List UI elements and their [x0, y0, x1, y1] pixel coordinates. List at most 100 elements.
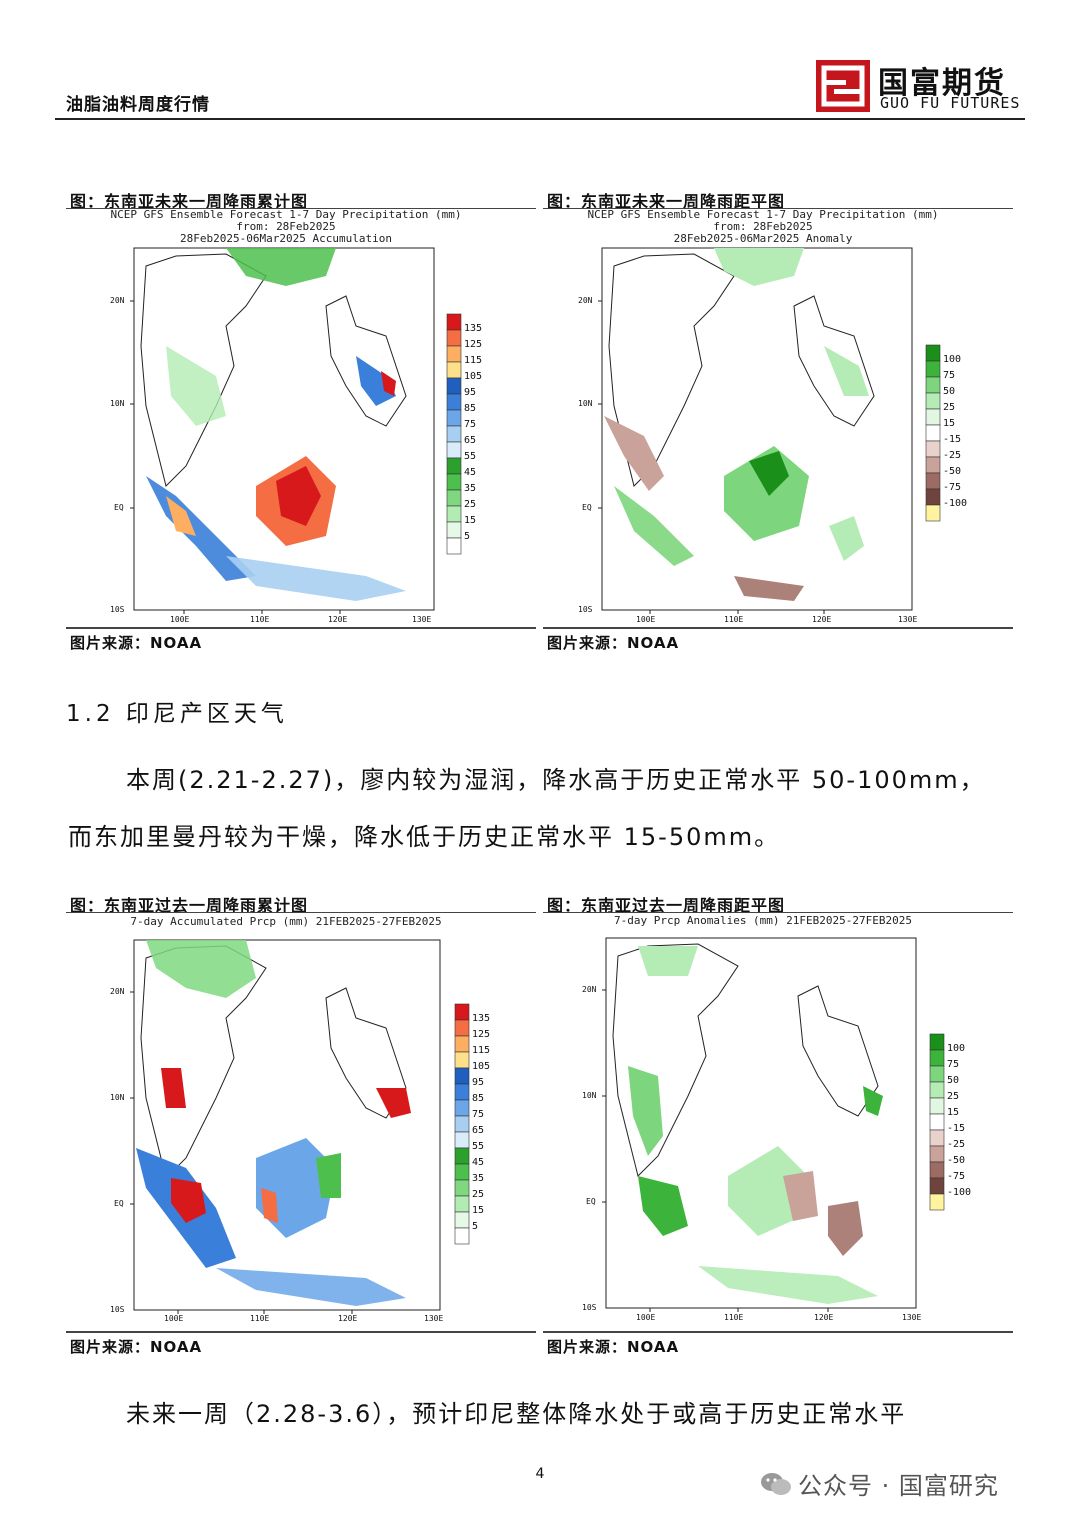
lat-label: 20N — [110, 296, 125, 305]
legend-label: -15 — [947, 1123, 966, 1134]
map-subtitle-line: 7-day Prcp Anomalies (mm) 21FEB2025-27FE… — [613, 914, 912, 927]
lat-label: EQ — [582, 503, 592, 512]
legend-swatch — [929, 1129, 945, 1147]
legend-swatch — [446, 441, 462, 459]
legend-swatch — [454, 1211, 470, 1229]
legend-label: 25 — [943, 402, 956, 413]
legend-swatch — [454, 1115, 470, 1133]
legend-swatch — [925, 376, 941, 394]
legend-label: 75 — [472, 1109, 485, 1120]
logo-chinese-name: 国富期货 — [878, 66, 1006, 101]
legend-swatches — [446, 313, 462, 555]
lon-label: 130E — [424, 1314, 444, 1323]
map-subtitle-line: 28Feb2025-06Mar2025 Anomaly — [673, 232, 853, 245]
figure-top-rule — [543, 912, 1013, 913]
legend-swatch — [929, 1081, 945, 1099]
legend-label: 125 — [472, 1029, 491, 1040]
legend-label: -25 — [947, 1139, 966, 1150]
map-subtitle-line: NCEP GFS Ensemble Forecast 1-7 Day Preci… — [587, 208, 939, 221]
legend-label: 35 — [464, 483, 477, 494]
precip-map-forecast-accum: 20N 10N EQ 10S 100E 110E 120E 130E — [106, 246, 456, 626]
legend-label: 105 — [472, 1061, 491, 1072]
legend-swatches — [925, 344, 941, 522]
lon-label: 100E — [636, 615, 656, 624]
legend-swatch — [446, 377, 462, 395]
paragraph-line: 而东加里曼丹较为干燥，降水低于历史正常水平 15-50mm。 — [68, 823, 781, 851]
legend-swatch — [454, 1035, 470, 1053]
legend-label: 50 — [943, 386, 956, 397]
wechat-icon — [760, 1471, 792, 1503]
map-subtitle-line: from: 28Feb2025 — [236, 220, 336, 233]
legend-label: 5 — [464, 531, 471, 542]
legend-swatch — [929, 1161, 945, 1179]
lon-label: 110E — [250, 615, 270, 624]
figure-source: 图片来源：NOAA — [70, 1338, 203, 1356]
legend-label: 25 — [464, 499, 477, 510]
legend-label: 85 — [464, 403, 477, 414]
legend-label: 25 — [947, 1091, 960, 1102]
legend-swatch — [446, 425, 462, 443]
legend-label: 5 — [472, 1221, 479, 1232]
legend-label: 75 — [943, 370, 956, 381]
section-heading: 1.2 印尼产区天气 — [66, 701, 288, 727]
map-subtitle-line: 7-day Accumulated Prcp (mm) 21FEB2025-27… — [130, 915, 442, 928]
legend-swatch — [929, 1097, 945, 1115]
lat-label: 10N — [110, 399, 125, 408]
legend-label: 75 — [464, 419, 477, 430]
color-legend: 100 75 50 25 15 -15 -25 -50 -75 -100 — [929, 1033, 989, 1215]
legend-swatch — [446, 521, 462, 539]
color-legend: 135 125 115 105 95 85 75 65 55 45 35 25 15 5 — [454, 1003, 514, 1249]
legend-swatch — [446, 313, 462, 331]
legend-swatch — [454, 1003, 470, 1021]
figure-top-rule — [66, 912, 536, 913]
legend-swatch — [925, 424, 941, 442]
figure-source: 图片来源：NOAA — [70, 634, 203, 652]
figure-caption: 图：东南亚未来一周降雨累计图 — [70, 192, 309, 211]
figure-caption: 图：东南亚未来一周降雨距平图 — [547, 192, 786, 211]
lat-label: 10S — [110, 1305, 125, 1314]
legend-label: -25 — [943, 450, 962, 461]
figure-bottom-rule — [66, 1331, 536, 1333]
lon-label: 120E — [328, 615, 348, 624]
legend-label: 115 — [464, 355, 483, 366]
legend-swatch — [446, 537, 462, 555]
legend-swatch — [925, 504, 941, 522]
figure-top-rule — [66, 208, 536, 209]
legend-label: -50 — [943, 466, 962, 477]
legend-label: 55 — [472, 1141, 485, 1152]
legend-label: 15 — [472, 1205, 485, 1216]
map-subtitle: 7-day Prcp Anomalies (mm) 21FEB2025-27FE… — [543, 915, 983, 927]
precip-map-past-anomaly: 20N 10N EQ 10S 100E 110E 120E 130E — [578, 936, 928, 1328]
legend-swatch — [925, 472, 941, 490]
legend-label: 65 — [464, 435, 477, 446]
lat-label: 10S — [110, 605, 125, 614]
legend-swatches — [929, 1033, 945, 1211]
legend-swatches — [454, 1003, 470, 1245]
figure-bottom-rule — [543, 627, 1013, 629]
legend-label: 85 — [472, 1093, 485, 1104]
logo-english-name: GUO FU FUTURES — [880, 94, 1021, 112]
legend-label: 65 — [472, 1125, 485, 1136]
legend-label: 45 — [464, 467, 477, 478]
legend-swatch — [925, 440, 941, 458]
legend-swatch — [454, 1179, 470, 1197]
legend-label: 105 — [464, 371, 483, 382]
legend-label: 15 — [947, 1107, 960, 1118]
legend-label: -100 — [947, 1187, 972, 1198]
paragraph-line: 本周(2.21-2.27)，廖内较为湿润，降水高于历史正常水平 50-100mm… — [126, 766, 986, 794]
legend-swatch — [446, 505, 462, 523]
lat-label: 10N — [578, 399, 593, 408]
lat-label: EQ — [114, 503, 124, 512]
lon-label: 120E — [812, 615, 832, 624]
lon-label: 130E — [898, 615, 918, 624]
lon-label: 100E — [164, 1314, 184, 1323]
legend-label: 115 — [472, 1045, 491, 1056]
legend-swatch — [446, 409, 462, 427]
document-title: 油脂油料周度行情 — [66, 95, 210, 115]
figure-caption: 图：东南亚过去一周降雨累计图 — [70, 896, 309, 915]
legend-swatch — [929, 1033, 945, 1051]
lon-label: 130E — [412, 615, 432, 624]
lon-label: 110E — [724, 615, 744, 624]
legend-swatch — [929, 1177, 945, 1195]
lon-label: 100E — [636, 1313, 656, 1322]
